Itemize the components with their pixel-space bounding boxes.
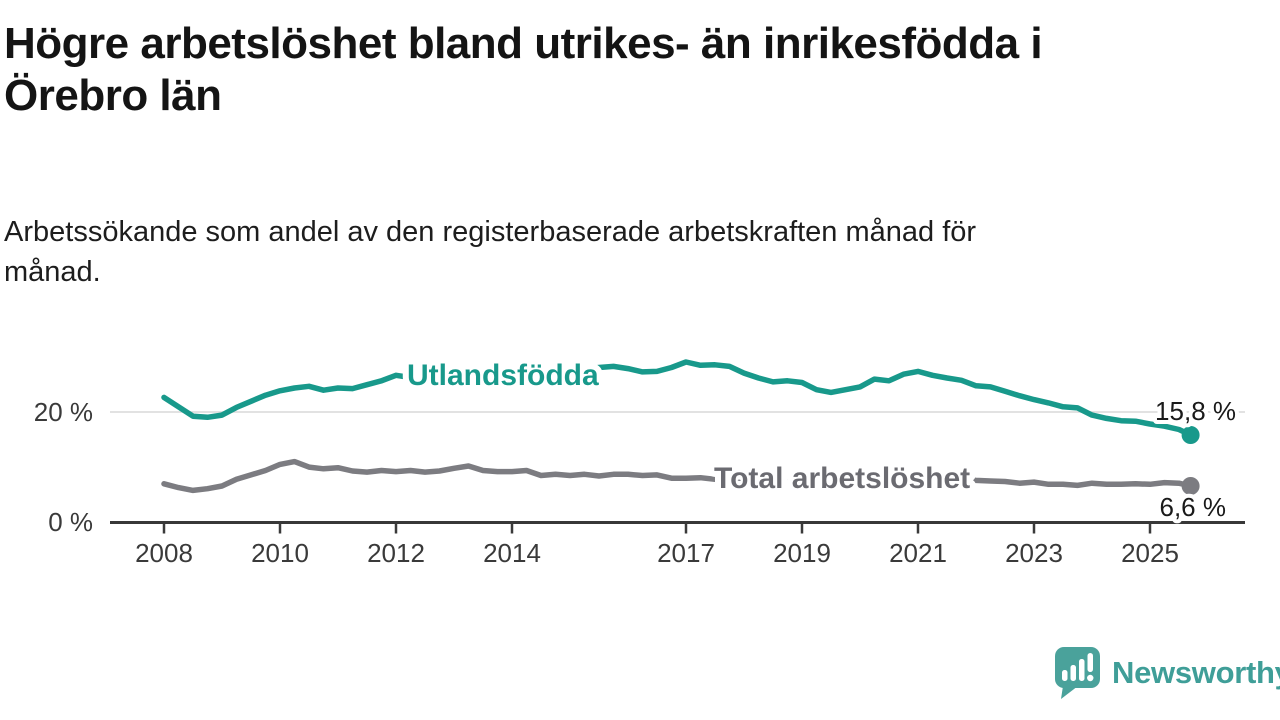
x-tick-label-2019: 2019: [773, 538, 831, 568]
y-tick-label-0: 0 %: [48, 507, 93, 537]
newsworthy-logo-text: Newsworthy: [1112, 655, 1280, 690]
series-lines: [161, 359, 1194, 494]
x-tick-label-2010: 2010: [251, 538, 309, 568]
newsworthy-logo-icon: [1055, 647, 1100, 699]
y-tick-label-20: 20 %: [34, 397, 93, 427]
x-tick-label-2014: 2014: [483, 538, 541, 568]
series-label-total-arbetsloshet: Total arbetslöshet: [714, 462, 970, 495]
end-value-label-utlandsfodda: 15,8 %: [1155, 396, 1236, 426]
x-tick-label-2021: 2021: [889, 538, 947, 568]
end-value-label-total-arbetsloshet: 6,6 %: [1160, 492, 1227, 522]
x-tick-label-2023: 2023: [1005, 538, 1063, 568]
x-tick-label-2008: 2008: [135, 538, 193, 568]
page-title: Högre arbetslöshet bland utrikes- än inr…: [4, 19, 1043, 120]
page-subtitle: Arbetssökande som andel av den registerb…: [4, 216, 977, 289]
series-label-utlandsfodda: Utlandsfödda: [407, 359, 599, 392]
x-tick-label-2012: 2012: [367, 538, 425, 568]
line-utlandsfodda: [161, 359, 1194, 438]
end-dot-total-arbetsloshet: [1181, 477, 1200, 495]
x-tick-label-2017: 2017: [657, 538, 715, 568]
newsworthy-logo: Newsworthy: [1054, 646, 1280, 700]
x-tick-label-2025: 2025: [1121, 538, 1179, 568]
x-axis-ticks: 2008 2010 2012 2014 2017 2019 2021 2023 2025: [135, 524, 1179, 568]
line-total-arbetsloshet: [161, 458, 1194, 494]
end-dot-utlandsfodda: [1181, 426, 1200, 444]
